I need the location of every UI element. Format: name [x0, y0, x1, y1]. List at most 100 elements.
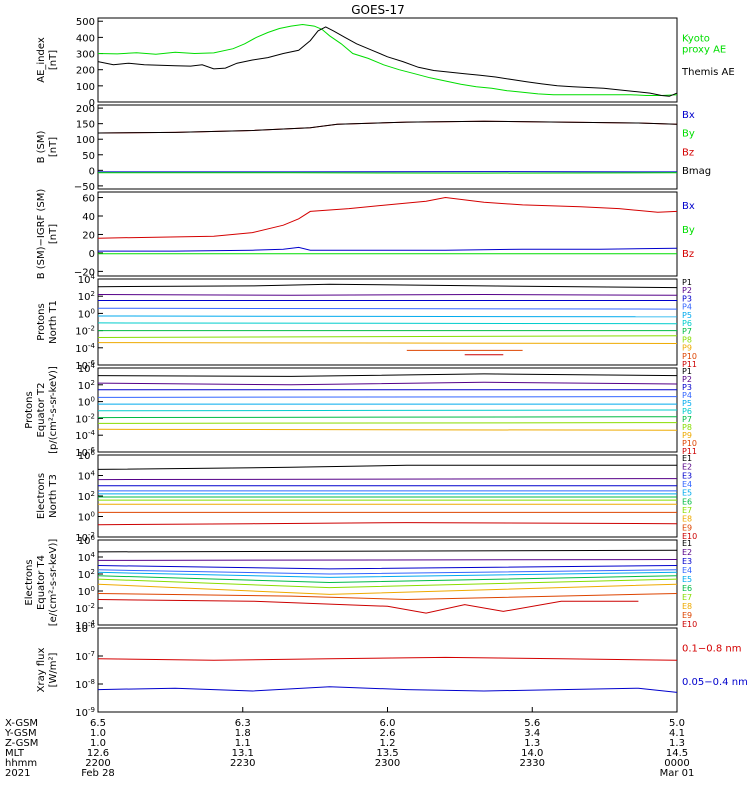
y-tick-label: 100 — [78, 396, 95, 409]
legend-e3: E3 — [682, 471, 692, 480]
legend-bz: Bz — [682, 249, 694, 260]
legend-e10: E10 — [682, 620, 697, 629]
series-line-e10 — [98, 523, 677, 525]
y-tick-label: 10-8 — [75, 678, 95, 691]
series-line-p6 — [98, 323, 677, 324]
series-line-p6 — [98, 410, 677, 411]
y-tick-label: 104 — [78, 362, 96, 375]
y-axis-label: [e/(cm²-s-sr-keV)] — [48, 539, 59, 627]
y-tick-label: 100 — [78, 511, 95, 524]
legend-e7: E7 — [682, 506, 692, 515]
series-line-bx — [98, 247, 677, 251]
legend-e7: E7 — [682, 593, 692, 602]
x-tick-value: Mar 01 — [660, 768, 695, 779]
legend-e6: E6 — [682, 497, 692, 506]
series-line-e1 — [98, 465, 677, 469]
series-line-p1 — [98, 284, 677, 287]
y-axis-label: AE_index — [36, 37, 47, 83]
legend-e9: E9 — [682, 611, 692, 620]
series-line-p9 — [98, 429, 677, 430]
y-axis-label: [nT] — [48, 137, 59, 157]
legend-0-05-0-4-nm: 0.05−0.4 nm — [682, 677, 748, 688]
y-tick-label: 200 — [76, 104, 95, 115]
y-tick-label: 102 — [78, 290, 95, 303]
y-axis-label: [nT] — [48, 224, 59, 244]
series-line-p4 — [98, 308, 677, 309]
panel-frame — [98, 628, 677, 712]
y-tick-label: 100 — [78, 307, 95, 320]
legend-e1: E1 — [682, 454, 692, 463]
series-line-bmag — [98, 121, 677, 133]
y-tick-label: 10-2 — [75, 602, 95, 615]
y-axis-label: Electrons — [36, 473, 47, 519]
y-tick-label: 20 — [82, 230, 95, 241]
legend-e3: E3 — [682, 557, 692, 566]
legend-e8: E8 — [682, 515, 692, 524]
y-tick-label: 104 — [78, 273, 96, 286]
y-tick-label: 400 — [76, 33, 95, 44]
figure-title: GOES-17 — [351, 3, 405, 17]
y-tick-label: 50 — [82, 151, 95, 162]
y-axis-label: Protons — [36, 303, 47, 340]
legend-e1: E1 — [682, 539, 692, 548]
y-tick-label: 10-4 — [75, 342, 95, 355]
y-axis-label: Equator T2 — [36, 383, 47, 438]
series-line-p7 — [98, 417, 677, 418]
y-axis-label: B (SM) — [36, 130, 47, 163]
x-tick-value: 2300 — [375, 758, 400, 769]
legend-by: By — [682, 225, 695, 236]
y-tick-label: 10-2 — [75, 325, 95, 338]
series-line-themis-ae — [98, 27, 677, 96]
y-axis-label: Equator T4 — [36, 555, 47, 610]
y-axis-label: [p/(cm²-s-sr-keV)] — [48, 366, 59, 454]
x-row-label: 2021 — [5, 768, 30, 779]
legend-0-1-0-8-nm: 0.1−0.8 nm — [682, 644, 741, 655]
series-line-p2 — [98, 382, 677, 385]
y-axis-label: North T1 — [48, 300, 59, 344]
y-axis-label: Protons — [24, 391, 35, 428]
y-tick-label: 104 — [78, 551, 96, 564]
legend-e2: E2 — [682, 463, 692, 472]
legend-e5: E5 — [682, 575, 692, 584]
legend-e4: E4 — [682, 566, 692, 575]
legend-bx: Bx — [682, 110, 695, 121]
y-tick-label: 102 — [78, 379, 95, 392]
series-line-p4 — [98, 397, 677, 398]
legend-by: By — [682, 129, 695, 140]
y-tick-label: 60 — [82, 194, 95, 205]
y-tick-label: 0 — [89, 249, 95, 260]
x-tick-value: 2330 — [520, 758, 545, 769]
y-axis-label: Electrons — [24, 559, 35, 605]
y-tick-label: 104 — [78, 470, 96, 483]
series-line-e1 — [98, 550, 677, 552]
panel-frame — [98, 105, 677, 189]
legend-e2: E2 — [682, 548, 692, 557]
series-line-p9 — [98, 343, 677, 344]
y-axis-label: [nT] — [48, 50, 59, 70]
legend-bz: Bz — [682, 147, 694, 158]
series-line-kyoto-proxy-ae — [98, 25, 677, 96]
series-line-e9 — [98, 594, 677, 600]
series-line-e2 — [98, 479, 677, 480]
y-axis-label: Xray flux — [36, 648, 47, 693]
legend-themis-ae: Themis AE — [681, 67, 735, 78]
y-tick-label: 150 — [76, 120, 95, 131]
y-tick-label: 200 — [76, 66, 95, 77]
y-tick-label: 10-7 — [75, 650, 95, 663]
y-axis-label: North T3 — [48, 474, 59, 518]
series-line-e2 — [98, 560, 677, 561]
series-line-p1 — [98, 374, 677, 377]
series-line-0-1-0-8-nm — [98, 657, 677, 660]
y-tick-label: 102 — [78, 490, 95, 503]
y-tick-label: 100 — [78, 585, 95, 598]
series-line-e10 — [98, 600, 638, 614]
